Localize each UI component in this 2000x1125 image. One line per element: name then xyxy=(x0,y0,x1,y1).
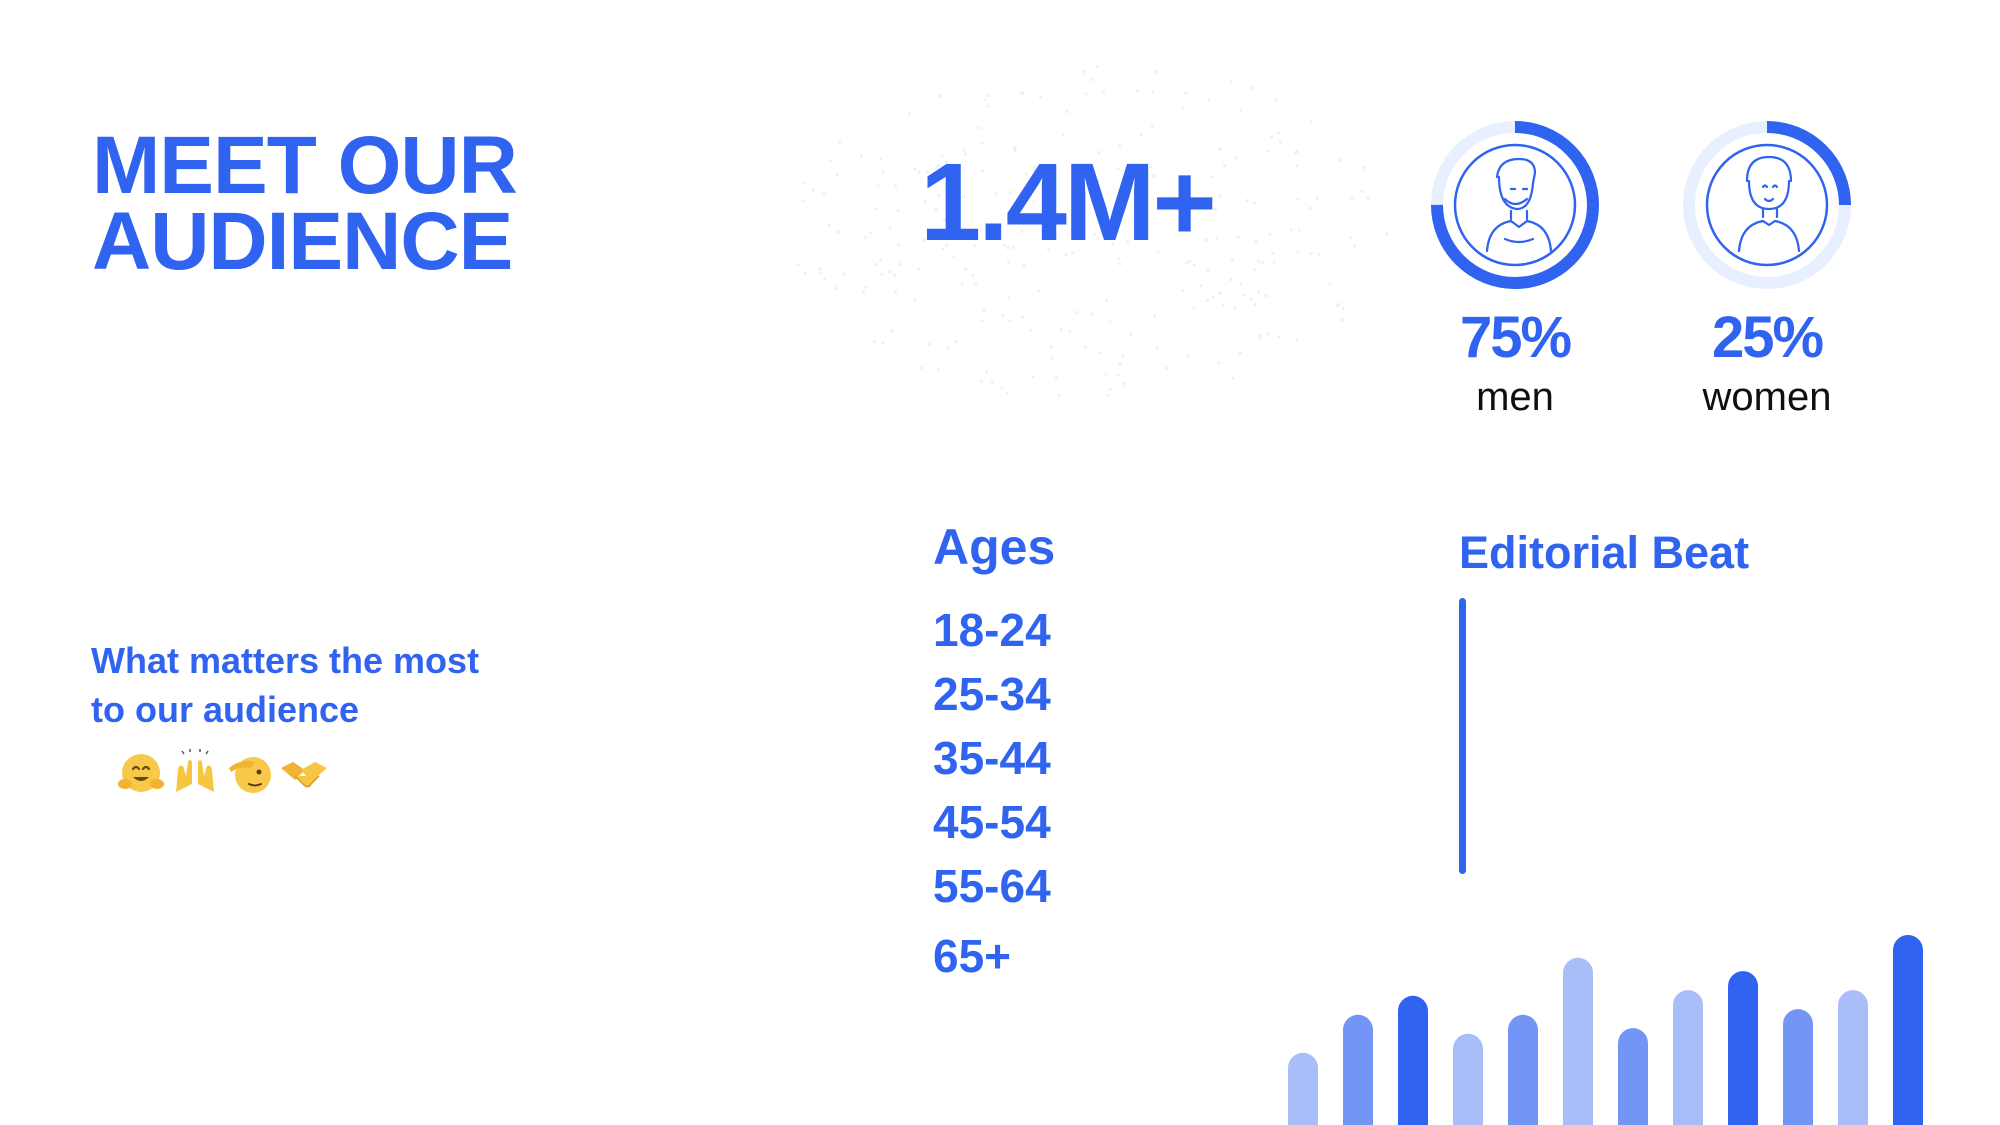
what-matters-line-1: What matters the most xyxy=(91,640,480,681)
gender-stat-men: 75% men xyxy=(1425,115,1605,417)
decorative-bars xyxy=(1288,935,1923,1125)
what-matters-heading: What matters the most to our audience xyxy=(91,636,561,734)
decor-bar xyxy=(1673,990,1703,1125)
man-avatar-icon xyxy=(1485,157,1553,253)
decor-bar xyxy=(1508,1014,1538,1125)
decor-bar xyxy=(1398,995,1428,1125)
decor-bar xyxy=(1618,1028,1648,1125)
dotted-background xyxy=(796,64,1389,397)
women-percentage: 25% xyxy=(1711,305,1824,370)
decor-bar xyxy=(1893,935,1923,1125)
age-range-item: 35-44 xyxy=(933,732,1051,784)
age-range-item: 65+ xyxy=(933,930,1012,982)
men-percentage: 75% xyxy=(1459,305,1572,370)
women-label: women xyxy=(1702,375,1832,419)
decor-bar xyxy=(1343,1014,1373,1125)
title-line-2: AUDIENCE xyxy=(92,196,513,287)
title-line-1: MEET OUR xyxy=(92,120,518,211)
gender-stat-women: 25% women xyxy=(1677,115,1857,417)
men-label: men xyxy=(1476,375,1554,419)
decor-bar xyxy=(1453,1033,1483,1125)
men-progress-ring xyxy=(1431,121,1599,289)
decor-bar xyxy=(1563,957,1593,1125)
emoji-list xyxy=(116,748,329,829)
what-matters-line-2: to our audience xyxy=(91,689,360,730)
audience-total: 1.4M+ xyxy=(920,141,1217,264)
ages-list: 18-24 25-34 35-44 45-54 55-64 65+ xyxy=(933,598,1051,988)
decor-bar xyxy=(1838,990,1868,1125)
age-range-item: 55-64 xyxy=(933,860,1051,912)
age-range-item: 25-34 xyxy=(933,668,1051,720)
page-title: MEET OUR AUDIENCE xyxy=(92,120,612,287)
decor-bar xyxy=(1728,971,1758,1125)
editorial-beat-heading: Editorial Beat xyxy=(1459,527,1750,578)
handshake-icon xyxy=(281,762,328,788)
woman-avatar-icon xyxy=(1737,155,1801,253)
saluting-face-icon xyxy=(228,757,271,793)
ages-heading: Ages xyxy=(933,519,1056,575)
hugging-face-icon xyxy=(118,754,164,792)
editorial-beat-divider xyxy=(1459,598,1466,874)
decor-bar xyxy=(1783,1009,1813,1125)
raising-hands-icon xyxy=(176,749,215,792)
age-range-item: 45-54 xyxy=(933,796,1051,848)
age-range-item: 18-24 xyxy=(933,604,1051,656)
decor-bar xyxy=(1288,1052,1318,1125)
women-progress-ring xyxy=(1683,121,1851,289)
